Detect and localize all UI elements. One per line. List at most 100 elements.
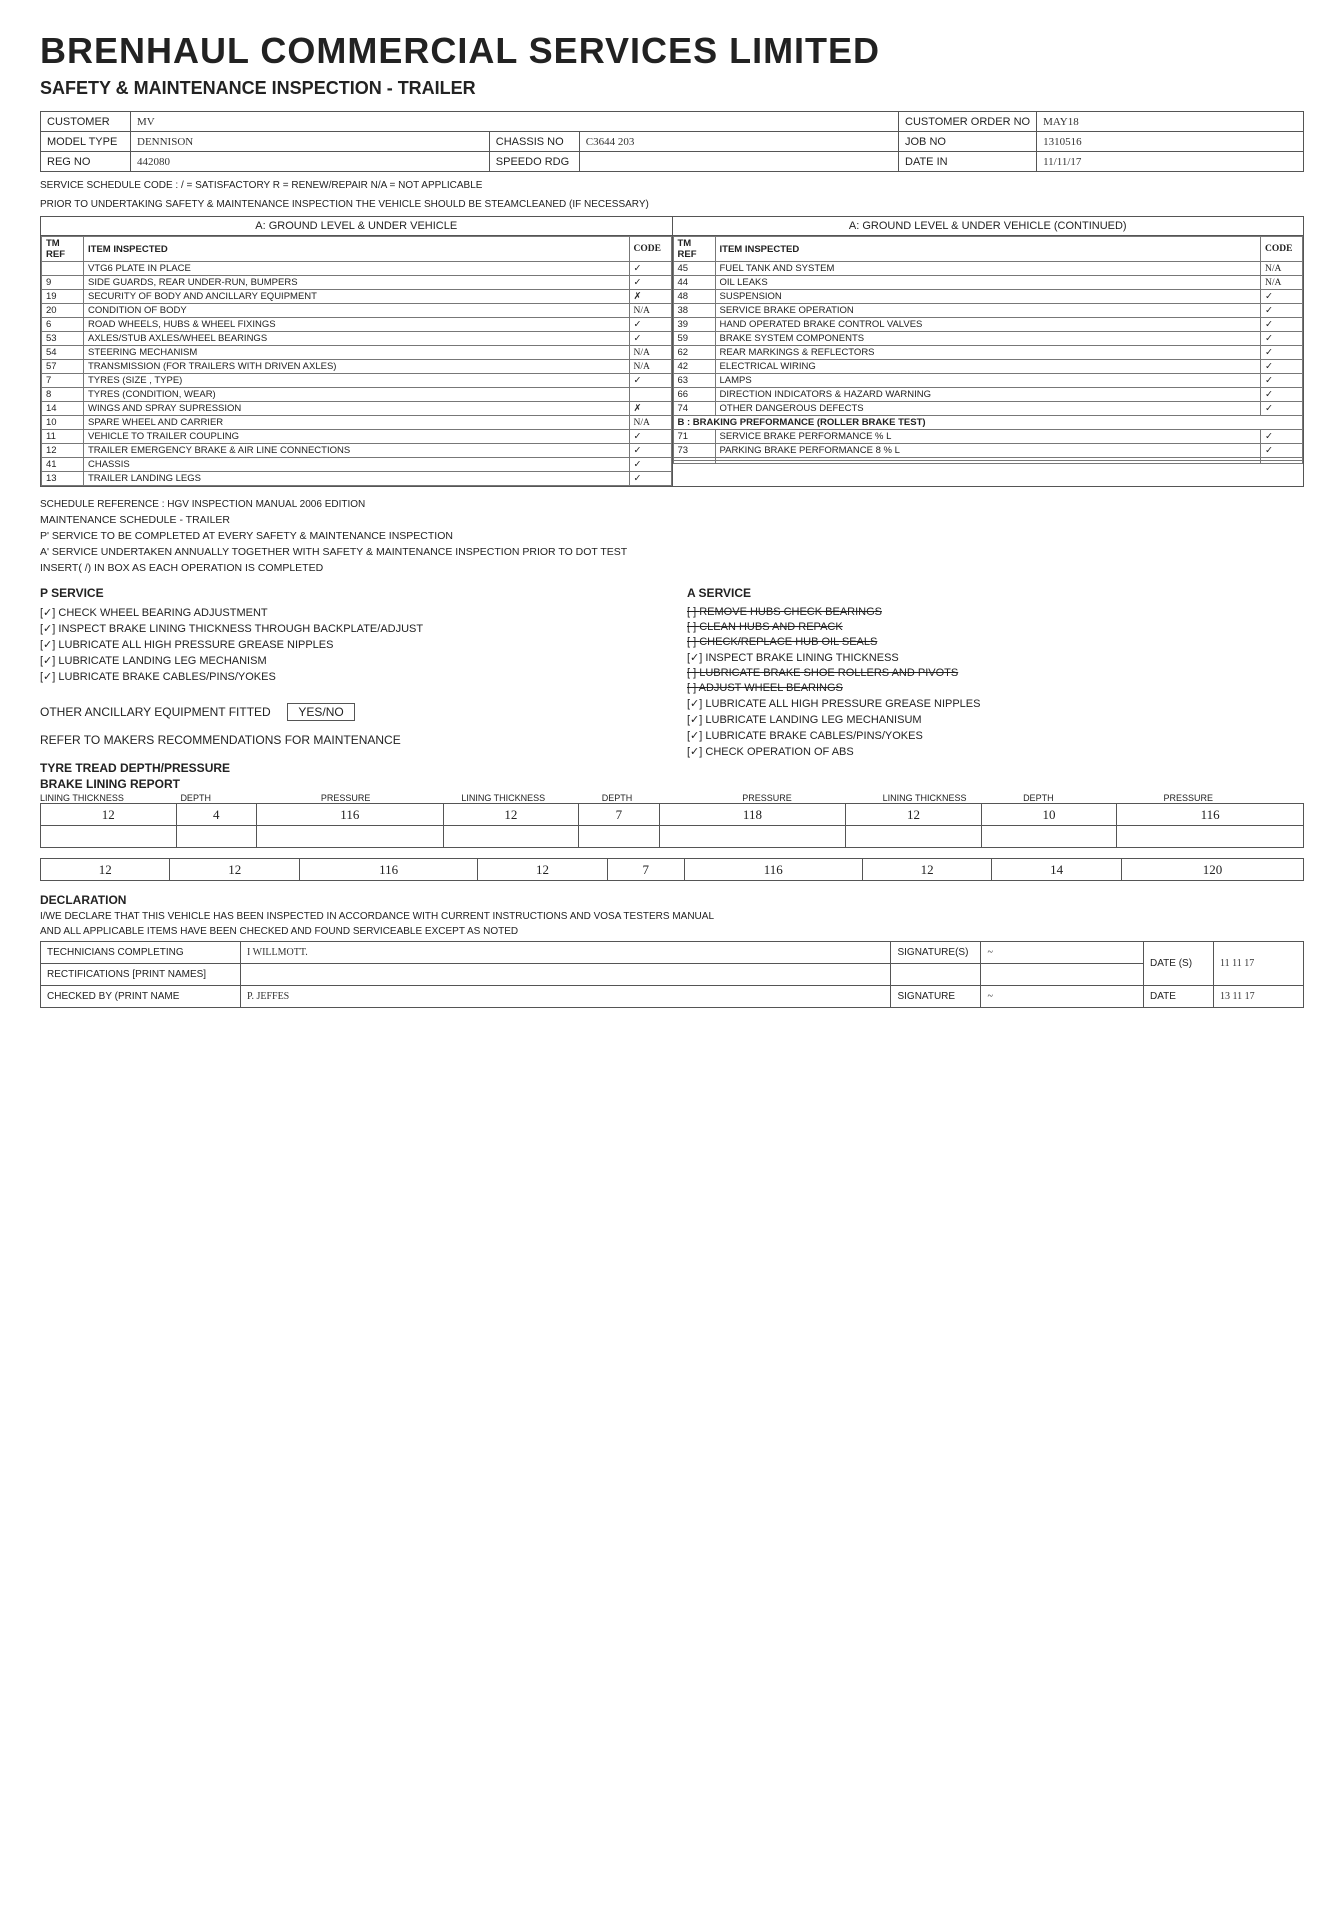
lining-cell: 12 <box>846 804 982 826</box>
tm-ref: 7 <box>42 374 84 388</box>
tm-ref: 73 <box>673 444 715 458</box>
lining-cell <box>659 826 846 848</box>
tm-ref: 57 <box>42 360 84 374</box>
tm-ref: 62 <box>673 346 715 360</box>
tm-ref: 11 <box>42 430 84 444</box>
inspection-code: ✓ <box>629 444 671 458</box>
tm-ref: 63 <box>673 374 715 388</box>
checked-label: CHECKED BY (PRINT NAME <box>41 986 241 1008</box>
lining-col-label: DEPTH <box>602 793 742 803</box>
col-code-r: CODE <box>1261 237 1303 262</box>
item-inspected: FUEL TANK AND SYSTEM <box>715 262 1261 276</box>
service-item: LUBRICATE LANDING LEG MECHANISM <box>40 654 657 667</box>
inspection-code: ✓ <box>1261 332 1303 346</box>
chassis-value: C3644 203 <box>579 132 898 152</box>
p-service-list: CHECK WHEEL BEARING ADJUSTMENTINSPECT BR… <box>40 606 657 683</box>
date-label-2: DATE <box>1144 986 1214 1008</box>
lining-cell <box>981 826 1117 848</box>
tm-ref: 71 <box>673 430 715 444</box>
item-inspected: ROAD WHEELS, HUBS & WHEEL FIXINGS <box>84 318 630 332</box>
item-inspected: HAND OPERATED BRAKE CONTROL VALVES <box>715 318 1261 332</box>
schedule-reference: SCHEDULE REFERENCE : HGV INSPECTION MANU… <box>40 499 1304 510</box>
inspection-code: ✓ <box>629 374 671 388</box>
item-inspected: SERVICE BRAKE OPERATION <box>715 304 1261 318</box>
lining-col-label: LINING THICKNESS <box>461 793 601 803</box>
item-inspected: SECURITY OF BODY AND ANCILLARY EQUIPMENT <box>84 290 630 304</box>
lining-cell: 12 <box>41 804 177 826</box>
tm-ref: 12 <box>42 444 84 458</box>
item-inspected: AXLES/STUB AXLES/WHEEL BEARINGS <box>84 332 630 346</box>
inspection-code: ✓ <box>1261 444 1303 458</box>
left-inspection-table: TM REF ITEM INSPECTED CODE VTG6 PLATE IN… <box>41 236 672 486</box>
service-item: LUBRICATE BRAKE CABLES/PINS/YOKES <box>687 729 1304 742</box>
header-table: CUSTOMER MV CUSTOMER ORDER NO MAY18 MODE… <box>40 111 1304 172</box>
sig-label: SIGNATURE(S) <box>891 942 981 964</box>
model-label: MODEL TYPE <box>41 132 131 152</box>
inspection-tables: A: GROUND LEVEL & UNDER VEHICLE TM REF I… <box>40 216 1304 487</box>
declaration-head: DECLARATION <box>40 893 1304 907</box>
tm-ref: 9 <box>42 276 84 290</box>
brake-lining-head: BRAKE LINING REPORT <box>40 777 657 791</box>
checked-value: P. JEFFES <box>241 986 891 1008</box>
tm-ref: 38 <box>673 304 715 318</box>
inspection-code <box>1261 461 1303 464</box>
item-inspected: OIL LEAKS <box>715 276 1261 290</box>
tech-label: TECHNICIANS COMPLETING <box>41 942 241 964</box>
col-tmref: TM REF <box>42 237 84 262</box>
datein-label: DATE IN <box>899 152 1037 172</box>
service-item: LUBRICATE ALL HIGH PRESSURE GREASE NIPPL… <box>687 697 1304 710</box>
order-value: MAY18 <box>1037 112 1304 132</box>
inspection-code: N/A <box>629 304 671 318</box>
item-inspected: DIRECTION INDICATORS & HAZARD WARNING <box>715 388 1261 402</box>
lining-cell <box>846 826 982 848</box>
tm-ref: 10 <box>42 416 84 430</box>
lining-cell: 116 <box>1117 804 1304 826</box>
tm-ref <box>673 461 715 464</box>
sig-value-1: ~ <box>981 942 1144 964</box>
tyre-head: TYRE TREAD DEPTH/PRESSURE <box>40 761 657 775</box>
order-label: CUSTOMER ORDER NO <box>899 112 1037 132</box>
lining-col-label: LINING THICKNESS <box>883 793 1023 803</box>
inspection-code: ✓ <box>1261 360 1303 374</box>
item-inspected: REAR MARKINGS & REFLECTORS <box>715 346 1261 360</box>
company-title: BRENHAUL COMMERCIAL SERVICES LIMITED <box>40 30 1304 72</box>
item-inspected: VEHICLE TO TRAILER COUPLING <box>84 430 630 444</box>
lining-cell: 4 <box>176 804 256 826</box>
inspection-code: ✓ <box>1261 290 1303 304</box>
reg-value: 442080 <box>131 152 490 172</box>
tm-ref: 8 <box>42 388 84 402</box>
right-section-head: A: GROUND LEVEL & UNDER VEHICLE (CONTINU… <box>673 217 1304 236</box>
sig-value-2: ~ <box>981 986 1144 1008</box>
date-value-2: 13 11 17 <box>1214 986 1304 1008</box>
item-inspected: TRANSMISSION (FOR TRAILERS WITH DRIVEN A… <box>84 360 630 374</box>
lining-cell: 118 <box>659 804 846 826</box>
reg-label: REG NO <box>41 152 131 172</box>
service-item: LUBRICATE BRAKE SHOE ROLLERS AND PIVOTS <box>687 667 1304 679</box>
col-tmref-r: TM REF <box>673 237 715 262</box>
item-inspected: PARKING BRAKE PERFORMANCE 8 % L <box>715 444 1261 458</box>
col-item: ITEM INSPECTED <box>84 237 630 262</box>
tm-ref: 53 <box>42 332 84 346</box>
inspection-code: ✓ <box>1261 346 1303 360</box>
lining-cell: 116 <box>257 804 444 826</box>
service-item: CHECK OPERATION OF ABS <box>687 745 1304 758</box>
col-item-r: ITEM INSPECTED <box>715 237 1261 262</box>
lining-cell: 12 <box>478 859 607 881</box>
lining-cell: 12 <box>443 804 579 826</box>
lining-cell: 120 <box>1121 859 1303 881</box>
lining-col-label: PRESSURE <box>742 793 882 803</box>
chassis-label: CHASSIS NO <box>489 132 579 152</box>
item-inspected: SERVICE BRAKE PERFORMANCE % L <box>715 430 1261 444</box>
inspection-code: ✗ <box>629 290 671 304</box>
maint-title: MAINTENANCE SCHEDULE - TRAILER <box>40 514 1304 526</box>
service-item: LUBRICATE ALL HIGH PRESSURE GREASE NIPPL… <box>40 638 657 651</box>
lining-cell <box>176 826 256 848</box>
item-inspected: OTHER DANGEROUS DEFECTS <box>715 402 1261 416</box>
service-item: ADJUST WHEEL BEARINGS <box>687 682 1304 694</box>
lining-cell: 116 <box>684 859 862 881</box>
model-value: DENNISON <box>131 132 490 152</box>
datein-value: 11/11/17 <box>1037 152 1304 172</box>
service-item: REMOVE HUBS CHECK BEARINGS <box>687 606 1304 618</box>
date-value-1: 11 11 17 <box>1214 942 1304 986</box>
ancillary-label: OTHER ANCILLARY EQUIPMENT FITTED <box>40 705 271 719</box>
